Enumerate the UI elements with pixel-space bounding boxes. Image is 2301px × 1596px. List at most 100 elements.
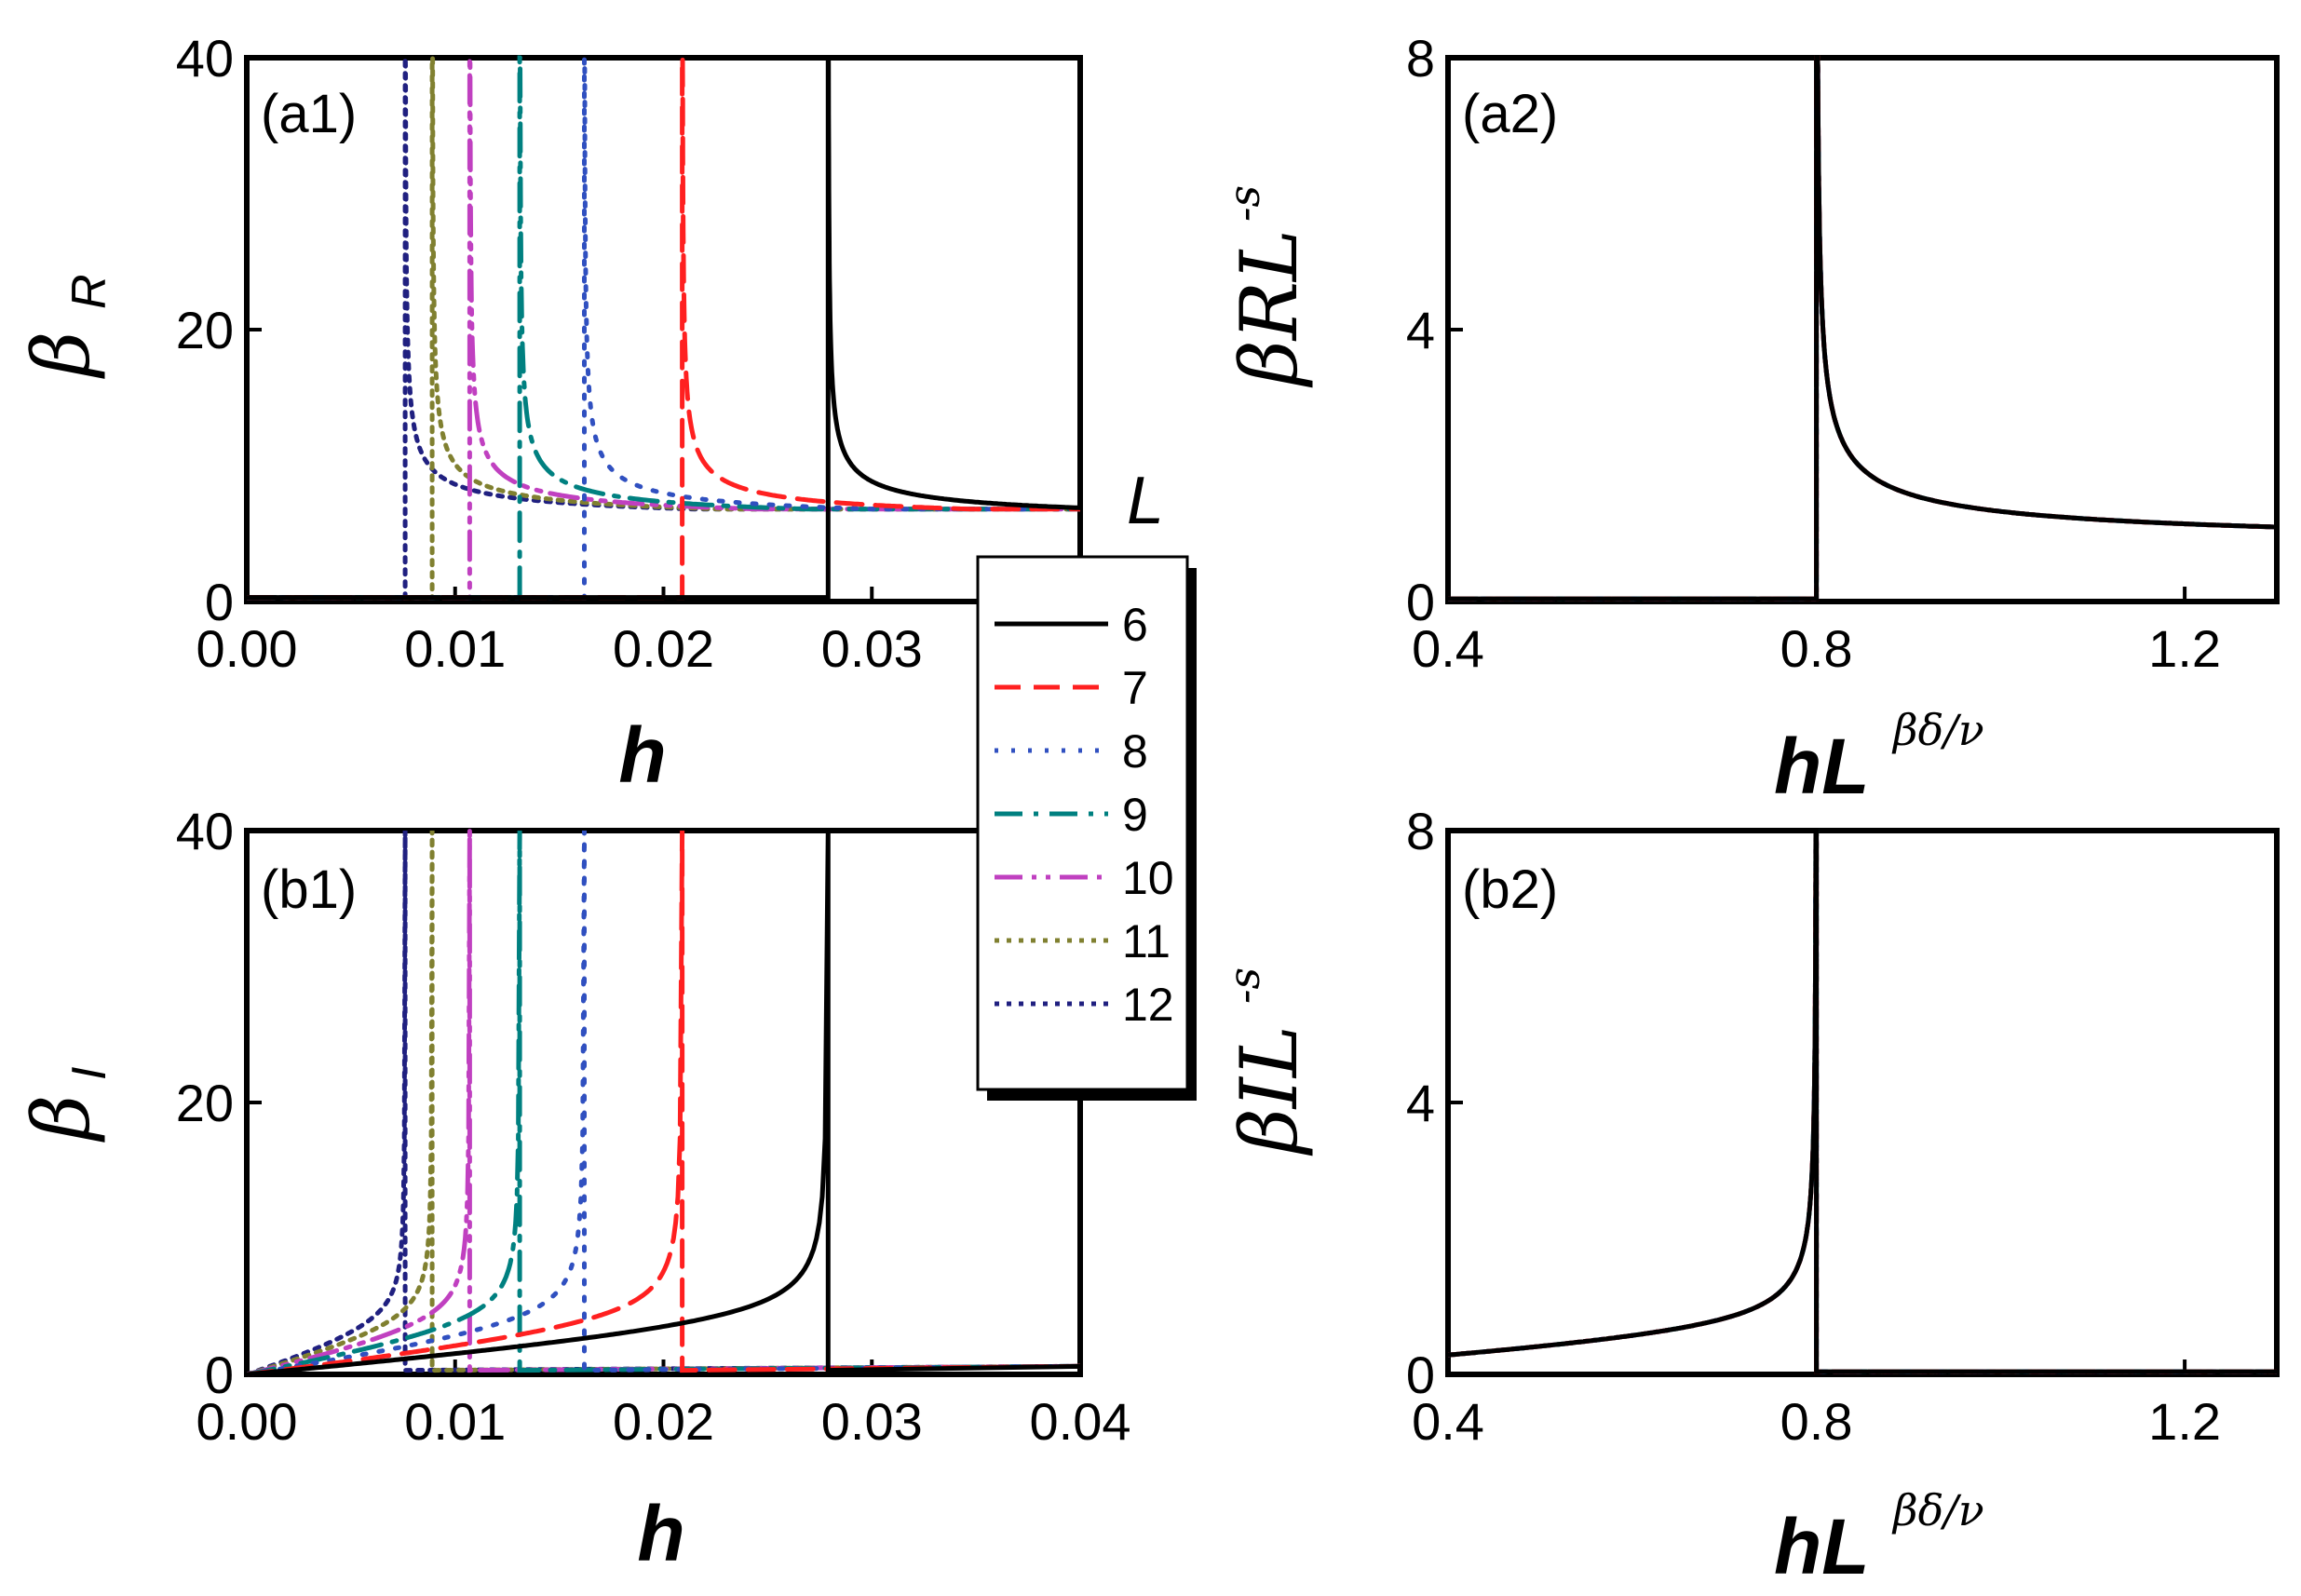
series-line-L12-b2: [1448, 828, 2277, 1374]
x-tick-label-b1: 0.02: [613, 1392, 714, 1451]
series-line-L10-a1: [247, 55, 1080, 601]
legend-label-L6: 6: [1122, 599, 1148, 651]
series-line-L8-a1: [247, 55, 1080, 601]
series-line-L7-a1: [247, 55, 1080, 601]
svg-text:βIL: βIL: [1224, 1025, 1315, 1156]
svg-text:-s: -s: [1219, 185, 1269, 222]
series-line-L7-a2: [1448, 55, 2277, 602]
series-line-L12-a1: [247, 55, 1080, 601]
axes-b1: 0.00 0.01 0.02 0.03 0.04 0 20 40: [176, 802, 1131, 1451]
axes-frame-b2: [1445, 828, 2280, 1377]
y-axis-label-a2: βRL -s: [1219, 185, 1315, 388]
series-line-L10-a2: [1448, 55, 2277, 602]
series-line-L9-a1: [247, 55, 1080, 601]
x-tick-label-a2: 0.4: [1412, 619, 1484, 678]
legend: L 6 7 8 9 10 11 12: [976, 464, 1197, 1101]
series-line-L11-a2: [1448, 55, 2277, 602]
y-axis-label-b2: βIL -s: [1219, 967, 1315, 1156]
y-tick-label-b1: 0: [205, 1346, 234, 1404]
series-group-b2: [1448, 828, 2277, 1374]
y-tick-label-b1: 20: [176, 1074, 234, 1132]
x-axis-label-b1: h: [637, 1490, 684, 1577]
legend-label-L10: 10: [1122, 852, 1174, 904]
axes-frame-b1: [244, 828, 1083, 1377]
panel-label-b2: (b2): [1462, 859, 1558, 920]
y-tick-label-b2: 4: [1406, 1074, 1435, 1132]
y-tick-label-b2: 8: [1406, 802, 1435, 860]
svg-text:R: R: [62, 274, 116, 309]
x-tick-label-b2: 0.4: [1412, 1392, 1484, 1451]
x-tick-label-a1: 0.02: [613, 619, 714, 678]
y-tick-label-b1: 40: [176, 802, 234, 860]
svg-text:β: β: [16, 331, 107, 380]
legend-label-L9: 9: [1122, 789, 1148, 841]
x-tick-label-a1: 0.00: [196, 619, 298, 678]
legend-title: L: [1127, 464, 1164, 538]
series-line-L6-a2: [1448, 55, 2277, 602]
axes-frame-a2: [1445, 55, 2280, 604]
series-group-a1: [247, 55, 1080, 601]
series-line-L12-a2: [1448, 55, 2277, 602]
svg-text:I: I: [62, 1067, 116, 1080]
legend-label-L11: 11: [1122, 915, 1171, 967]
y-tick-label-a1: 20: [176, 301, 234, 359]
y-tick-label-a1: 0: [205, 573, 234, 631]
panel-label-b1: (b1): [261, 859, 357, 920]
series-line-L9-b2: [1448, 828, 2277, 1374]
x-tick-label-a2: 1.2: [2148, 619, 2221, 678]
series-line-L9-a2: [1448, 55, 2277, 602]
panel-label-a2: (a2): [1462, 84, 1558, 144]
y-axis-label-b1: β I: [16, 1067, 116, 1143]
x-tick-label-b2: 1.2: [2148, 1392, 2221, 1451]
legend-box: [976, 555, 1189, 1091]
axes-a1: 0.00 0.01 0.02 0.03 0 20 40: [176, 29, 923, 678]
svg-text:hL: hL: [1774, 723, 1870, 810]
axes-frame-a1: [244, 55, 1083, 604]
series-line-L12-b1: [247, 830, 1080, 1377]
series-line-L7-b2: [1448, 828, 2277, 1374]
series-group-a2: [1448, 55, 2277, 602]
legend-label-L12: 12: [1122, 979, 1174, 1031]
series-line-L6-a1: [247, 55, 1080, 601]
y-tick-label-a2: 4: [1406, 301, 1435, 359]
x-tick-label-b1: 0.00: [196, 1392, 298, 1451]
x-tick-label-b2: 0.8: [1780, 1392, 1853, 1451]
x-tick-label-a2: 0.8: [1780, 619, 1853, 678]
series-line-L11-b2: [1448, 828, 2277, 1374]
y-tick-label-b2: 0: [1406, 1346, 1435, 1404]
series-line-L7-b1: [247, 830, 1080, 1377]
panel-a2: (a2) hL βδ/ν βRL -s: [1219, 55, 2280, 810]
panel-label-a1: (a1): [261, 84, 357, 144]
series-line-L8-b1: [247, 830, 1080, 1377]
series-line-L11-b1: [247, 830, 1080, 1377]
x-axis-label-a2: hL βδ/ν: [1774, 705, 1984, 810]
series-line-L8-a2: [1448, 55, 2277, 602]
legend-label-L8: 8: [1122, 725, 1148, 778]
x-axis-label-a1: h: [618, 711, 666, 799]
x-tick-label-b1: 0.03: [821, 1392, 923, 1451]
series-line-L6-b1: [247, 830, 1080, 1377]
x-tick-label-b1: 0.01: [404, 1392, 506, 1451]
y-tick-label-a2: 8: [1406, 29, 1435, 88]
x-axis-label-b2: hL βδ/ν: [1774, 1485, 1984, 1590]
panel-b2: (b2) hL βδ/ν βIL -s: [1219, 828, 2280, 1590]
x-tick-label-a1: 0.01: [404, 619, 506, 678]
svg-text:hL: hL: [1774, 1503, 1870, 1590]
x-tick-label-b1: 0.04: [1030, 1392, 1131, 1451]
series-line-L10-b1: [247, 830, 1080, 1377]
series-line-L8-b2: [1448, 828, 2277, 1374]
svg-text:-s: -s: [1219, 967, 1269, 1004]
series-line-L9-b1: [247, 830, 1080, 1377]
series-line-L10-b2: [1448, 828, 2277, 1374]
y-tick-label-a1: 40: [176, 29, 234, 88]
svg-text:βRL: βRL: [1224, 229, 1315, 388]
panel-b1: (b1) h β I: [16, 828, 1083, 1577]
x-tick-label-a1: 0.03: [821, 619, 923, 678]
axes-a2: 0.4 0.8 1.2 0 4 8: [1406, 29, 2221, 678]
y-axis-label-a1: β R: [16, 274, 116, 379]
svg-text:βδ/ν: βδ/ν: [1891, 1485, 1984, 1535]
series-line-L6-b2: [1448, 828, 2277, 1374]
y-tick-label-a2: 0: [1406, 573, 1435, 631]
panel-a1: (a1) h β R: [16, 55, 1083, 799]
